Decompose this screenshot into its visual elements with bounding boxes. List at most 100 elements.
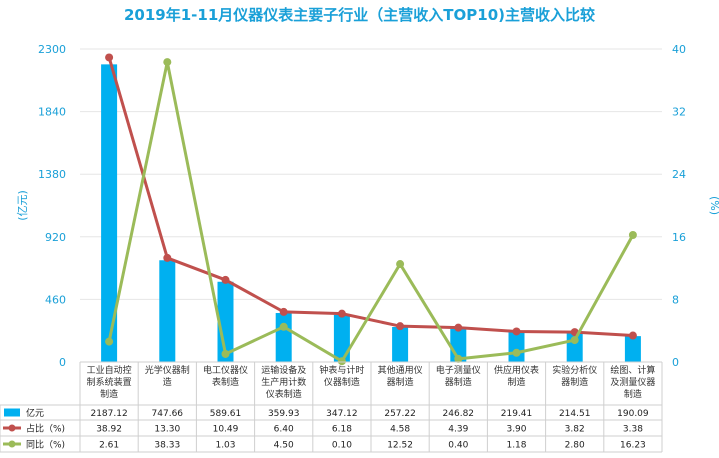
category-label: 制造: [100, 388, 118, 400]
left-axis-tick-label: 1380: [38, 168, 66, 181]
series-line: [107, 61, 635, 364]
category-label: 钟表与计时: [319, 364, 364, 376]
right-axis-tick-label: 24: [672, 168, 686, 181]
data-label: 4.39: [448, 425, 468, 435]
category-label: 运输设备及: [261, 364, 306, 376]
data-label: 190.09: [617, 409, 649, 419]
bar: [392, 326, 409, 362]
data-label: 3.38: [623, 425, 643, 435]
line-point: [396, 322, 405, 331]
data-label: 359.93: [268, 409, 300, 419]
legend-swatch: [4, 408, 20, 417]
legend-label: 亿元: [26, 407, 44, 419]
data-label: 3.82: [565, 425, 585, 435]
line-point: [221, 275, 230, 284]
line-point: [628, 231, 637, 240]
data-label: 6.18: [332, 425, 352, 435]
data-label: 1.03: [215, 441, 235, 451]
line-point: [279, 307, 288, 316]
line-point: [454, 354, 463, 363]
category-label: 其他通用仪: [378, 364, 423, 376]
category-label: 器制造: [561, 376, 588, 388]
bar: [624, 336, 641, 362]
bar: [101, 64, 118, 362]
category-label: 造: [163, 376, 172, 388]
data-label: 747.66: [152, 409, 184, 419]
data-label: 13.30: [154, 425, 180, 435]
category-label: 供应用仪表: [494, 364, 539, 376]
data-label: 12.52: [387, 441, 413, 451]
legend-swatch: [8, 440, 16, 448]
bar: [508, 332, 525, 362]
line-point: [221, 349, 230, 358]
left-axis-tick-label: 460: [45, 293, 66, 306]
category-label: 器制造: [445, 376, 472, 388]
line-point: [454, 323, 463, 332]
data-label: 1.18: [506, 441, 526, 451]
data-label: 2187.12: [90, 409, 127, 419]
right-axis-tick-label: 8: [672, 293, 679, 306]
right-axis-tick-label: 40: [672, 43, 686, 56]
line-point: [337, 357, 346, 366]
line-point: [570, 336, 579, 345]
category-label: 制系统装置: [87, 376, 132, 388]
data-label: 0.40: [448, 441, 468, 451]
legend-swatch: [8, 424, 16, 432]
category-label: 制造: [624, 388, 642, 400]
line-point: [163, 58, 172, 67]
line-point: [628, 331, 637, 340]
data-label: 2.61: [99, 441, 119, 451]
legend-label: 同比（%): [26, 439, 65, 451]
data-label: 257.22: [384, 409, 416, 419]
bar: [333, 314, 350, 362]
bar: [159, 260, 176, 362]
line-point: [512, 348, 521, 357]
category-label: 器制造: [387, 376, 414, 388]
left-axis-tick-label: 920: [45, 231, 66, 244]
category-label: 绘图、计算: [610, 364, 655, 376]
series-line: [107, 57, 633, 338]
category-label: 表制造: [212, 376, 239, 388]
category-label: 及测量仪器: [610, 377, 655, 388]
bar: [275, 313, 292, 362]
line-point: [163, 253, 172, 262]
line-point: [512, 327, 521, 336]
category-label: 电工仪器仪: [203, 364, 248, 376]
left-axis-tick-label: 1840: [38, 106, 66, 119]
category-label: 仪器制造: [324, 376, 360, 388]
category-label: 工业自动控: [87, 364, 132, 376]
data-label: 3.90: [506, 425, 526, 435]
line-point: [105, 337, 114, 346]
line-point: [337, 309, 346, 318]
data-label: 16.23: [620, 441, 646, 451]
data-label: 219.41: [501, 409, 533, 419]
data-label: 246.82: [443, 409, 475, 419]
category-label: 实验分析仪: [552, 364, 597, 376]
left-axis-label: (亿元): [16, 190, 29, 221]
data-label: 347.12: [326, 409, 358, 419]
data-label: 2.80: [565, 441, 585, 451]
data-label: 214.51: [559, 409, 591, 419]
bar: [217, 281, 234, 362]
data-label: 10.49: [213, 425, 239, 435]
legend-label: 占比（%): [26, 423, 65, 435]
line-point: [279, 322, 288, 331]
category-label: 生产用计数: [261, 376, 306, 388]
category-label: 电子测量仪: [436, 364, 481, 376]
right-axis-label: (%): [708, 196, 719, 215]
right-axis-tick-label: 16: [672, 231, 686, 244]
category-label: 仪表制造: [266, 388, 302, 400]
data-label: 38.33: [154, 441, 180, 451]
data-label: 0.10: [332, 441, 352, 451]
data-label: 38.92: [96, 425, 122, 435]
right-axis-tick-label: 0: [672, 356, 679, 369]
category-label: 制造: [507, 376, 525, 388]
left-axis-tick-label: 2300: [38, 43, 66, 56]
chart-title: 2019年1-11月仪器仪表主要子行业（主营收入TOP10)主营收入比较: [124, 6, 595, 24]
category-label: 光学仪器制: [145, 364, 190, 376]
left-axis-tick-label: 0: [59, 356, 66, 369]
data-label: 589.61: [210, 409, 242, 419]
data-label: 4.58: [390, 425, 410, 435]
right-axis-tick-label: 32: [672, 106, 686, 119]
